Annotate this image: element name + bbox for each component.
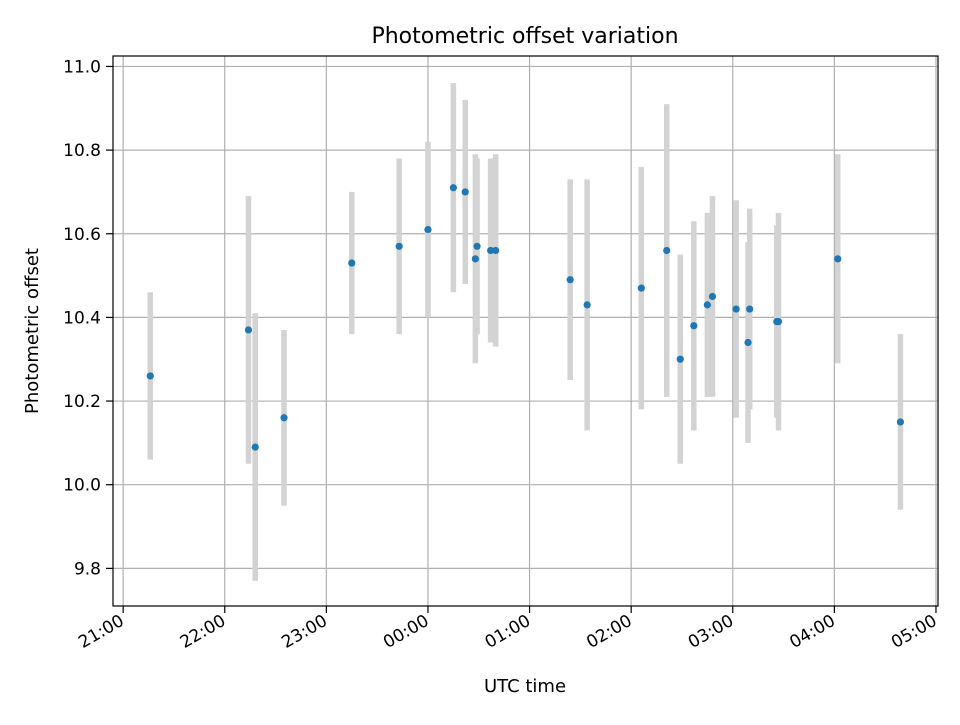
data-point xyxy=(834,255,842,263)
point-layer xyxy=(146,184,905,451)
data-point xyxy=(424,225,432,234)
y-tick-label: 10.0 xyxy=(63,476,101,496)
data-point xyxy=(244,326,253,334)
data-point xyxy=(471,255,479,263)
data-point xyxy=(251,443,259,451)
y-tick-label: 10.8 xyxy=(63,141,101,161)
data-point xyxy=(637,284,645,292)
data-point xyxy=(676,355,684,363)
y-axis-label: Photometric offset xyxy=(22,248,43,414)
y-tick-label: 9.8 xyxy=(74,559,101,579)
chart-title: Photometric offset variation xyxy=(371,24,678,49)
y-tick-label: 10.4 xyxy=(63,308,101,328)
data-point xyxy=(146,372,154,380)
data-point xyxy=(280,414,288,422)
data-point xyxy=(348,259,356,267)
y-tick-label: 10.2 xyxy=(63,392,101,412)
data-point xyxy=(708,292,717,301)
data-point xyxy=(461,188,469,196)
data-point xyxy=(663,246,671,255)
data-point xyxy=(487,246,495,255)
data-point xyxy=(492,246,500,255)
data-point xyxy=(690,322,698,330)
data-point xyxy=(896,418,905,426)
data-point xyxy=(746,305,754,313)
data-point xyxy=(774,317,783,326)
data-point xyxy=(732,305,740,313)
data-point xyxy=(449,184,457,192)
data-point xyxy=(744,338,752,347)
grid-layer xyxy=(113,56,938,606)
plot-frame xyxy=(112,55,939,607)
y-tick-label: 10.6 xyxy=(63,225,101,245)
data-point xyxy=(395,242,403,250)
data-point xyxy=(703,301,711,309)
data-point xyxy=(566,276,574,284)
x-axis-label: UTC time xyxy=(484,676,566,697)
plot-area xyxy=(113,56,938,606)
data-point xyxy=(473,242,481,250)
data-point xyxy=(583,301,591,309)
y-tick-label: 11.0 xyxy=(63,57,101,77)
